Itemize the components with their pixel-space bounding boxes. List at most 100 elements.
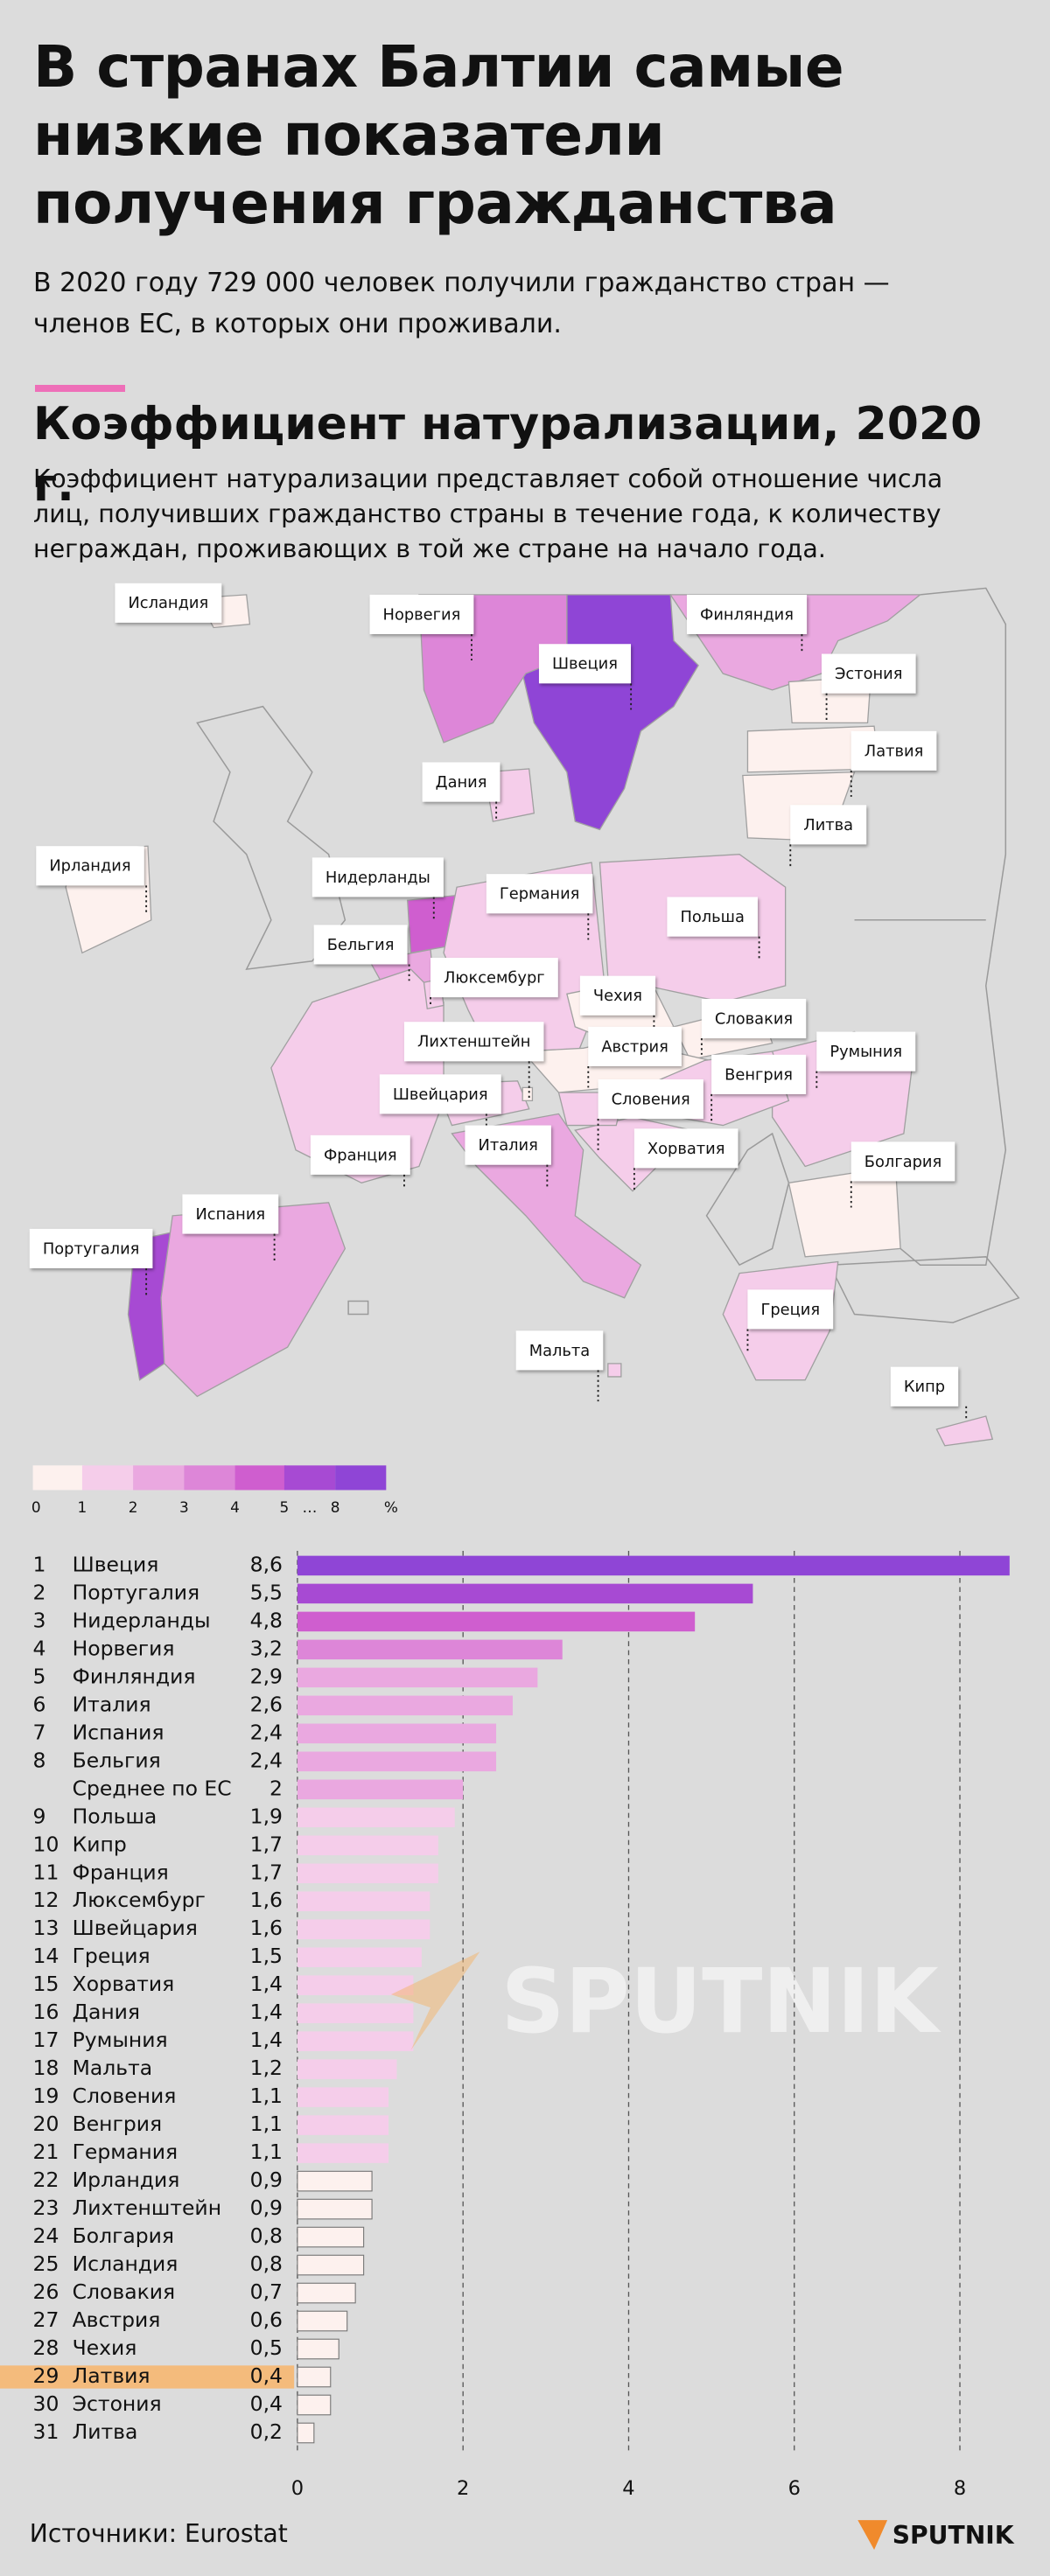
country xyxy=(127,1231,173,1381)
map-label-box xyxy=(747,1289,834,1330)
bar-chart: 0 2 4 6 81 Швеция 8,62 Португалия 5,53 Нидерланды… xyxy=(0,1551,1010,2500)
map-label-text: Норвегия xyxy=(383,605,461,624)
bar xyxy=(297,1919,430,1939)
country xyxy=(522,1086,534,1102)
map-label-box xyxy=(579,975,656,1016)
map-label-box xyxy=(790,805,867,845)
map-label-text: Чехия xyxy=(593,987,642,1005)
map-label: Греция xyxy=(746,1289,834,1352)
value-label: 1,5 xyxy=(250,1944,283,1968)
legend-swatch xyxy=(284,1465,336,1490)
legend-swatch xyxy=(133,1465,185,1490)
country xyxy=(935,1415,994,1447)
bar xyxy=(297,1975,414,1995)
map-label-text: Италия xyxy=(478,1136,537,1155)
map-labels: Исландия Норвегия Швеция Финляндия Эстония Ла… xyxy=(29,583,968,1421)
map-label-box xyxy=(598,1079,704,1120)
map-label: Польша xyxy=(667,897,760,961)
map-label-text: Швейцария xyxy=(393,1086,488,1104)
map-label: Испания xyxy=(182,1194,279,1262)
map-label: Исландия xyxy=(115,583,222,623)
value-label: 3,2 xyxy=(250,1636,283,1660)
bar xyxy=(297,2003,414,2023)
category-label: Швеция xyxy=(73,1552,159,1576)
legend-unit: % xyxy=(384,1498,398,1516)
category-label: Словения xyxy=(73,2084,177,2108)
map-label-text: Хорватия xyxy=(648,1140,725,1158)
map-label: Ирландия xyxy=(36,846,148,914)
rank: 27 xyxy=(33,2307,60,2332)
rank: 24 xyxy=(33,2223,60,2248)
map-label: Италия xyxy=(465,1125,551,1188)
category-label: Польша xyxy=(73,1804,158,1828)
map-label-box xyxy=(515,1330,604,1371)
value-label: 0,6 xyxy=(250,2307,283,2332)
map-label-text: Германия xyxy=(500,885,579,904)
description: Коэффициент натурализации представляет с… xyxy=(33,464,943,563)
map-label: Лихтенштейн xyxy=(403,1022,544,1101)
rank: 22 xyxy=(33,2168,60,2192)
map-label-text: Люксембург xyxy=(444,968,545,987)
map-label-text: Португалия xyxy=(43,1239,140,1258)
category-label: Латвия xyxy=(73,2363,150,2388)
map-label-text: Бельгия xyxy=(327,936,395,954)
map-label-box xyxy=(667,897,758,937)
bar xyxy=(297,2422,315,2444)
map-label-box xyxy=(486,874,593,914)
legend-swatch xyxy=(184,1465,235,1490)
value-label: 1,4 xyxy=(250,2000,283,2024)
value-label: 1,4 xyxy=(250,2028,283,2052)
title: В странах Балтии самые низкие показатели… xyxy=(33,33,844,237)
map-label: Хорватия xyxy=(633,1128,738,1191)
bar xyxy=(297,2254,365,2276)
bar xyxy=(297,2394,332,2416)
rank: 17 xyxy=(33,2028,60,2052)
rank: 6 xyxy=(33,1692,46,1716)
map-label: Нидерланды xyxy=(312,857,444,920)
map-label-box xyxy=(36,846,144,886)
value-label: 2,9 xyxy=(250,1664,283,1688)
value-label: 1,1 xyxy=(250,2140,283,2164)
subtitle: В 2020 году 729 000 человек получили гра… xyxy=(33,268,890,339)
map-label-box xyxy=(313,925,408,965)
legend-swatch xyxy=(81,1465,134,1490)
value-label: 0,8 xyxy=(250,2251,283,2276)
bar xyxy=(297,2143,389,2163)
map-label: Болгария xyxy=(850,1141,956,1208)
legend-tick: 4 xyxy=(230,1498,240,1516)
map-label-box xyxy=(686,594,808,634)
map-label: Литва xyxy=(789,805,867,868)
map-label: Финляндия xyxy=(686,594,808,654)
map-background xyxy=(196,587,1020,1323)
map-label: Австрия xyxy=(587,1026,682,1088)
map-label: Португалия xyxy=(29,1228,153,1296)
map-label-box xyxy=(310,1134,410,1175)
map-label-text: Эстония xyxy=(835,665,903,683)
rank: 8 xyxy=(33,1748,46,1772)
category-label: Литва xyxy=(73,2419,138,2444)
value-label: 5,5 xyxy=(250,1580,283,1604)
rank: 30 xyxy=(33,2391,60,2416)
map-label: Германия xyxy=(486,874,593,940)
map-label-text: Нидерланды xyxy=(326,869,430,887)
bar xyxy=(297,1807,455,1828)
category-label: Австрия xyxy=(73,2307,161,2332)
rank: 11 xyxy=(33,1860,60,1884)
rank: 14 xyxy=(33,1944,60,1968)
x-tick-label: 4 xyxy=(622,2477,634,2500)
map-label-box xyxy=(701,998,807,1039)
bar xyxy=(297,1835,438,1856)
legend-ellipsis: … xyxy=(303,1498,318,1516)
map-label-box xyxy=(465,1125,551,1165)
bar xyxy=(297,2170,373,2192)
map-label-box xyxy=(369,594,474,634)
value-label: 0,2 xyxy=(250,2419,283,2444)
category-label: Франция xyxy=(73,1860,169,1884)
category-label: Финляндия xyxy=(73,1664,196,1688)
rank: 13 xyxy=(33,1916,60,1940)
map-label-text: Мальта xyxy=(529,1342,591,1360)
x-tick-label: 2 xyxy=(457,2477,469,2500)
category-label: Словакия xyxy=(73,2279,176,2304)
watermark: SPUTNIK xyxy=(501,1950,942,2053)
